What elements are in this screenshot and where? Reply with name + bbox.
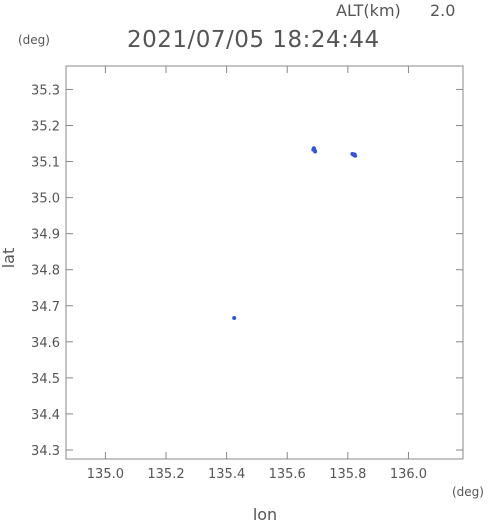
x-tick-label: 136.0: [390, 467, 427, 482]
altitude-label: ALT(km): [336, 1, 401, 20]
timestamp-title: 2021/07/05 18:24:44: [127, 27, 380, 53]
altitude-value: 2.0: [430, 1, 455, 20]
x-tick-label: 135.2: [147, 467, 184, 482]
y-tick-label: 35.0: [31, 192, 60, 207]
y-axis-label: lat: [0, 248, 18, 269]
x-tick-label: 135.8: [329, 467, 366, 482]
plot-frame: [65, 65, 464, 460]
x-axis-label: lon: [253, 505, 277, 521]
y-tick-label: 35.1: [31, 156, 60, 171]
x-tick-label: 135.6: [269, 467, 306, 482]
x-unit-label: (deg): [452, 485, 484, 499]
y-tick-label: 34.4: [31, 408, 60, 423]
y-tick-label: 34.3: [31, 444, 60, 459]
data-point: [352, 152, 357, 157]
y-unit-label: (deg): [18, 33, 50, 47]
y-tick-label: 34.7: [31, 300, 60, 315]
y-tick-label: 34.8: [31, 264, 60, 279]
data-point: [232, 316, 237, 321]
axis-ticks: 135.0 135.2 135.4 135.6 135.8 136.0 34.3 34.4 34…: [31, 66, 463, 482]
x-tick-label: 135.4: [208, 467, 245, 482]
y-tick-label: 35.2: [31, 119, 60, 134]
y-tick-label: 35.3: [31, 83, 60, 98]
data-point: [311, 147, 316, 152]
y-tick-label: 34.6: [31, 336, 60, 351]
x-tick-label: 135.0: [87, 467, 124, 482]
data-points: [232, 146, 358, 321]
y-tick-label: 34.9: [31, 228, 60, 243]
y-tick-label: 34.5: [31, 372, 60, 387]
